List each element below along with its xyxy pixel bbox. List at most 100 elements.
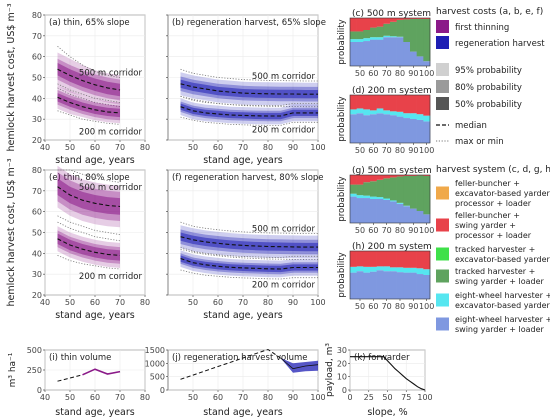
bar-segment — [410, 113, 417, 119]
max-line — [180, 246, 318, 258]
legend-label: processor + loader — [455, 199, 532, 208]
max-line — [180, 95, 318, 106]
median-line — [57, 238, 121, 256]
bar-segment — [376, 18, 384, 27]
tick-label-x: 50 — [355, 302, 365, 311]
bar-segment — [423, 175, 431, 176]
bar-segment — [403, 18, 411, 20]
bar-segment — [423, 269, 431, 275]
bar-segment — [356, 251, 364, 267]
legend-swatch — [436, 247, 449, 261]
tick-label-y: 0 — [37, 386, 42, 395]
panel-i: 40 50 60 70 80 0 250 500 (i) thin volume m³ ha⁻¹ s… — [8, 346, 150, 418]
panel-title: (i) thin volume — [49, 353, 111, 363]
bar-segment — [363, 175, 371, 183]
bar-segment — [423, 214, 431, 223]
tick-label-y: 30 — [337, 346, 347, 355]
corridor-label: 500 m corridor — [252, 225, 316, 235]
axis-title-y: m³ ha⁻¹ — [8, 352, 18, 387]
legend-label: tracked harvester + — [455, 267, 535, 276]
tick-label-y: 20 — [32, 291, 42, 300]
tick-label-y: 40 — [32, 249, 42, 258]
bar-segment — [396, 19, 404, 37]
tick-label-x: 60 — [90, 393, 100, 402]
tick-label-x: 70 — [382, 226, 392, 235]
legend-label: tracked harvester + — [455, 245, 535, 254]
panel-border — [349, 94, 431, 144]
tick-label-x: 100 — [419, 302, 434, 311]
panel-title: (a) thin, 65% slope — [49, 18, 130, 28]
tick-label-x: 90 — [288, 143, 298, 152]
legend-swatch — [436, 269, 449, 283]
bar-segment — [363, 18, 371, 30]
bar-segment — [403, 113, 411, 119]
band-50 — [180, 255, 318, 273]
tick-label-y: 500 — [27, 346, 42, 355]
volume-band — [82, 368, 121, 376]
tick-label-x: 90 — [408, 146, 418, 155]
legend-label: feller-buncher + — [455, 179, 520, 188]
panel-title: (b) regeneration harvest, 65% slope — [172, 18, 326, 28]
bar-segment — [403, 206, 411, 223]
tick-label-y: 20 — [337, 359, 347, 368]
band-50 — [180, 79, 318, 99]
bar-segment — [363, 115, 371, 143]
legend-swatch — [436, 317, 449, 331]
panel-title: (h) 200 m system — [352, 242, 432, 252]
legend-title: harvest costs (a, b, e, f) — [436, 7, 543, 17]
bar-segment — [370, 95, 377, 111]
tick-label-x: 60 — [213, 298, 223, 307]
legend-label: first thinning — [455, 23, 509, 33]
tick-label-y: 30 — [32, 270, 42, 279]
bar-segment — [350, 31, 357, 40]
tick-label-x: 50 — [65, 143, 75, 152]
bar-segment — [423, 18, 431, 19]
panel-f: 50 60 70 80 90 100 (f) regeneration harvest, 8… — [166, 169, 326, 307]
tick-label-x: 50 — [355, 69, 365, 78]
bar-segment — [383, 110, 391, 115]
tick-label-x: 70 — [382, 302, 392, 311]
bar-segment — [376, 266, 384, 271]
bar-segment — [356, 198, 364, 223]
bar-segment — [350, 42, 357, 66]
tick-label-x: 70 — [238, 143, 248, 152]
bar-segment — [423, 95, 431, 116]
legend-label: excavator-based yarder + — [455, 189, 550, 198]
tick-label-x: 60 — [90, 143, 100, 152]
min-line — [180, 248, 318, 261]
bar-segment — [350, 109, 357, 115]
bar-segment — [390, 111, 397, 116]
bar-segment — [396, 37, 404, 66]
bar-segment — [356, 18, 364, 32]
max-line — [180, 68, 318, 82]
legend-label: 50% probability — [455, 100, 522, 110]
tick-label-x: 90 — [408, 69, 418, 78]
panel-title: (k) forwarder — [354, 353, 410, 363]
bar-segment — [350, 251, 357, 267]
legend-label: regeneration harvest — [455, 39, 545, 49]
bar-segment — [410, 251, 417, 268]
tick-label-x: 60 — [368, 146, 378, 155]
axis-title-x: slope, % — [367, 407, 407, 418]
tick-label-x: 100 — [419, 69, 434, 78]
axis-title-y: hemlock harvest cost, US$ m⁻³ — [6, 158, 17, 306]
bar-segment — [356, 113, 364, 143]
bar-segment — [396, 18, 404, 20]
bar-segment — [376, 197, 384, 199]
min-line — [180, 95, 318, 108]
tick-label-y: 70 — [32, 32, 42, 41]
bar-segment — [376, 37, 384, 40]
tick-label-y: 30 — [32, 115, 42, 124]
legend-label: 95% probability — [455, 66, 522, 76]
corridor-label: 200 m corridor — [252, 281, 316, 291]
panel-a: 40 50 60 70 80 20 30 40 50 60 70 80 (a) thin, 65% sl… — [32, 11, 150, 152]
tick-label-x: 100 — [419, 146, 434, 155]
bar-segment — [363, 30, 371, 39]
tick-label-x: 60 — [90, 298, 100, 307]
bar-segment — [383, 175, 391, 179]
tick-label-x: 80 — [395, 302, 405, 311]
tick-label-x: 70 — [238, 298, 248, 307]
bar-segment — [383, 199, 391, 223]
legend-systems: harvest system (c, d, g, h) feller-bunche… — [436, 165, 550, 334]
